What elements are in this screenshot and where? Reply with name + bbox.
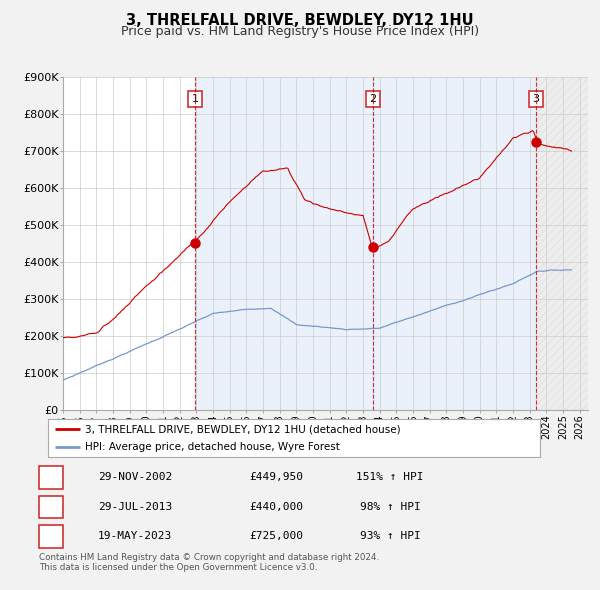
- Text: 3, THRELFALL DRIVE, BEWDLEY, DY12 1HU: 3, THRELFALL DRIVE, BEWDLEY, DY12 1HU: [126, 13, 474, 28]
- Text: 3: 3: [47, 532, 55, 541]
- Text: £449,950: £449,950: [249, 473, 303, 482]
- Text: 19-MAY-2023: 19-MAY-2023: [98, 532, 172, 541]
- Text: 93% ↑ HPI: 93% ↑ HPI: [359, 532, 421, 541]
- Text: 2: 2: [369, 94, 376, 104]
- Text: 1: 1: [191, 94, 199, 104]
- Text: 151% ↑ HPI: 151% ↑ HPI: [356, 473, 424, 482]
- Text: 2: 2: [47, 502, 55, 512]
- Bar: [195, 77, 373, 410]
- Bar: [373, 77, 536, 410]
- Text: Contains HM Land Registry data © Crown copyright and database right 2024.: Contains HM Land Registry data © Crown c…: [39, 553, 379, 562]
- Text: 3: 3: [533, 94, 539, 104]
- Text: 1: 1: [47, 473, 55, 482]
- Text: This data is licensed under the Open Government Licence v3.0.: This data is licensed under the Open Gov…: [39, 563, 317, 572]
- Bar: [536, 77, 588, 410]
- Text: HPI: Average price, detached house, Wyre Forest: HPI: Average price, detached house, Wyre…: [85, 442, 340, 452]
- Text: 98% ↑ HPI: 98% ↑ HPI: [359, 502, 421, 512]
- Text: Price paid vs. HM Land Registry's House Price Index (HPI): Price paid vs. HM Land Registry's House …: [121, 25, 479, 38]
- Text: 29-JUL-2013: 29-JUL-2013: [98, 502, 172, 512]
- Text: 3, THRELFALL DRIVE, BEWDLEY, DY12 1HU (detached house): 3, THRELFALL DRIVE, BEWDLEY, DY12 1HU (d…: [85, 424, 401, 434]
- Text: £725,000: £725,000: [249, 532, 303, 541]
- Text: £440,000: £440,000: [249, 502, 303, 512]
- Text: 29-NOV-2002: 29-NOV-2002: [98, 473, 172, 482]
